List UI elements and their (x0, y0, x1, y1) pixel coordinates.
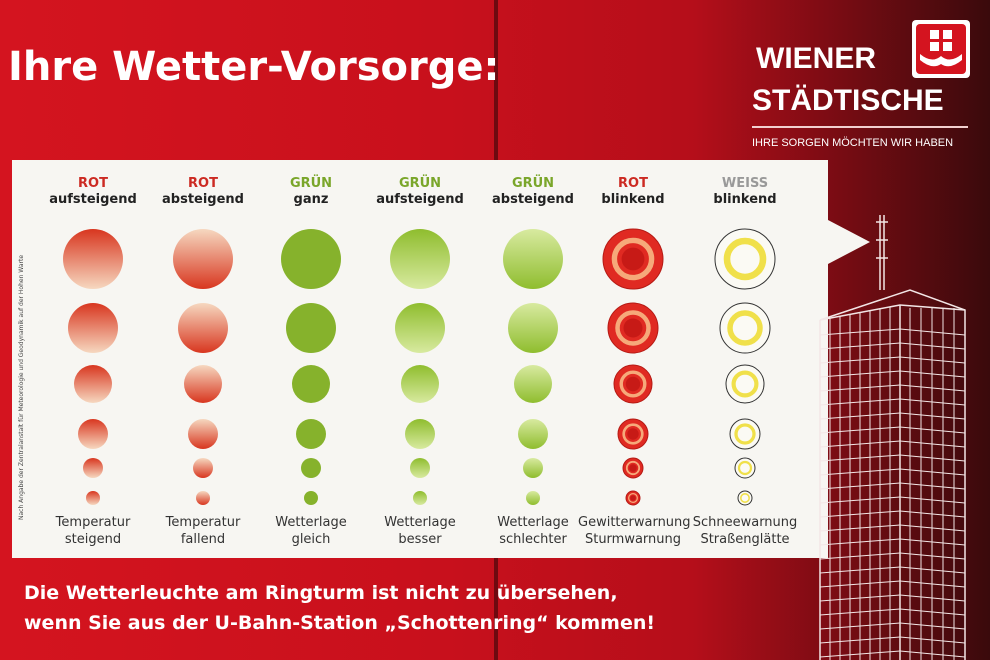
caption-line1: Wetterlage (275, 515, 347, 530)
column-motion-label: ganz (293, 192, 329, 207)
lamp-dot (503, 229, 563, 289)
brand-logo: WIENER STÄDTISCHE IHRE SORGEN MÖCHTEN WI… (752, 20, 972, 160)
caption-line1: Temperatur (165, 515, 241, 530)
legend-column: GRÜN aufsteigend Wetterlage besser (365, 176, 475, 547)
ringturm-tower-drawing (819, 215, 966, 660)
logo-tagline: IHRE SORGEN MÖCHTEN WIR HABEN (752, 137, 954, 149)
lamp-dot (518, 419, 548, 449)
lamp-dot (405, 419, 435, 449)
legend-column: WEISS blinkend Schneewarnung Straßenglätte (690, 176, 800, 547)
footer-line1: Die Wetterleuchte am Ringturm ist nicht … (24, 582, 618, 604)
column-motion-label: blinkend (601, 192, 665, 207)
column-caption: Schneewarnung Straßenglätte (690, 514, 800, 548)
legend-column: ROT blinkend Gewitterwarnung Sturmwarnung (578, 176, 691, 547)
lamp-dot (193, 458, 213, 478)
lamp-dot (410, 458, 430, 478)
lamp-dot (395, 303, 445, 353)
lamp-dot (68, 303, 118, 353)
column-color-label: ROT (188, 176, 218, 191)
footer-line2: wenn Sie aus der U-Bahn-Station „Schotte… (24, 612, 656, 634)
column-motion-label: blinkend (713, 192, 777, 207)
caption-line1: Schneewarnung (692, 515, 798, 530)
column-color-label: ROT (618, 176, 648, 191)
caption-line2: besser (398, 532, 442, 547)
logo-line1: WIENER (756, 42, 876, 75)
lamp-dot (83, 458, 103, 478)
legend-column: ROT absteigend Temperatur fallend (148, 176, 258, 547)
caption-line2: Sturmwarnung (584, 532, 682, 547)
column-caption: Wetterlage schlechter (478, 514, 588, 548)
lamp-dot (286, 303, 336, 353)
caption-line2: fallend (180, 532, 226, 547)
caption-line1: Wetterlage (497, 515, 569, 530)
lamp-dots (503, 229, 563, 505)
lamp-dot (401, 365, 439, 403)
legend-column: ROT aufsteigend Temperatur steigend (38, 176, 148, 547)
column-caption: Temperatur steigend (38, 514, 148, 548)
column-motion-label: absteigend (162, 192, 244, 207)
lamp-dots (63, 229, 123, 505)
column-motion-label: absteigend (492, 192, 574, 207)
caption-line1: Gewitterwarnung (578, 515, 691, 530)
lamp-dot (296, 419, 326, 449)
lamp-dot (390, 229, 450, 289)
caption-line2: schlechter (499, 532, 567, 547)
lamp-dot (526, 491, 540, 505)
legend-column: GRÜN ganz Wetterlage gleich (256, 176, 366, 547)
lamp-dot (74, 365, 112, 403)
column-caption: Temperatur fallend (148, 514, 258, 548)
column-color-label: ROT (78, 176, 108, 191)
caption-line1: Temperatur (55, 515, 131, 530)
lamp-dot (78, 419, 108, 449)
lamp-dot (86, 491, 100, 505)
speech-pointer (828, 220, 870, 264)
source-note: Nach Angabe der Zentralanstalt für Meteo… (18, 254, 25, 520)
lamp-dot (514, 365, 552, 403)
lamp-dot (184, 365, 222, 403)
column-color-label: GRÜN (398, 176, 442, 191)
caption-line2: Straßenglätte (700, 532, 790, 547)
lamp-dot (173, 229, 233, 289)
lamp-dots (173, 229, 233, 505)
column-caption: Gewitterwarnung Sturmwarnung (578, 514, 691, 548)
caption-line2: gleich (291, 532, 331, 547)
column-caption: Wetterlage gleich (256, 514, 366, 548)
lamp-dot (301, 458, 321, 478)
lamp-dot (413, 491, 427, 505)
lamp-dot (178, 303, 228, 353)
lamp-dot (196, 491, 210, 505)
lamp-dot (508, 303, 558, 353)
caption-line2: steigend (64, 532, 122, 547)
column-caption: Wetterlage besser (365, 514, 475, 548)
logo-divider (752, 126, 968, 128)
lamp-dots (602, 228, 664, 506)
column-motion-label: aufsteigend (49, 192, 137, 207)
lamp-dot (304, 491, 318, 505)
lamp-dot (188, 419, 218, 449)
legend-column: GRÜN absteigend Wetterlage schlechter (478, 176, 588, 547)
lamp-dots (714, 228, 776, 506)
footer-text: Die Wetterleuchte am Ringturm ist nicht … (24, 578, 655, 638)
lamp-dot (523, 458, 543, 478)
lamp-dots (281, 229, 341, 505)
column-color-label: GRÜN (289, 176, 333, 191)
lamp-dots (390, 229, 450, 505)
lamp-dot (281, 229, 341, 289)
column-color-label: GRÜN (511, 176, 555, 191)
lamp-dot (292, 365, 330, 403)
caption-line1: Wetterlage (384, 515, 456, 530)
column-color-label: WEISS (721, 176, 769, 191)
shield-flower-icon (912, 20, 970, 78)
logo-line2: STÄDTISCHE (752, 84, 944, 117)
page-title: Ihre Wetter-Vorsorge: (8, 44, 500, 90)
lamp-dot (63, 229, 123, 289)
column-motion-label: aufsteigend (376, 192, 464, 207)
